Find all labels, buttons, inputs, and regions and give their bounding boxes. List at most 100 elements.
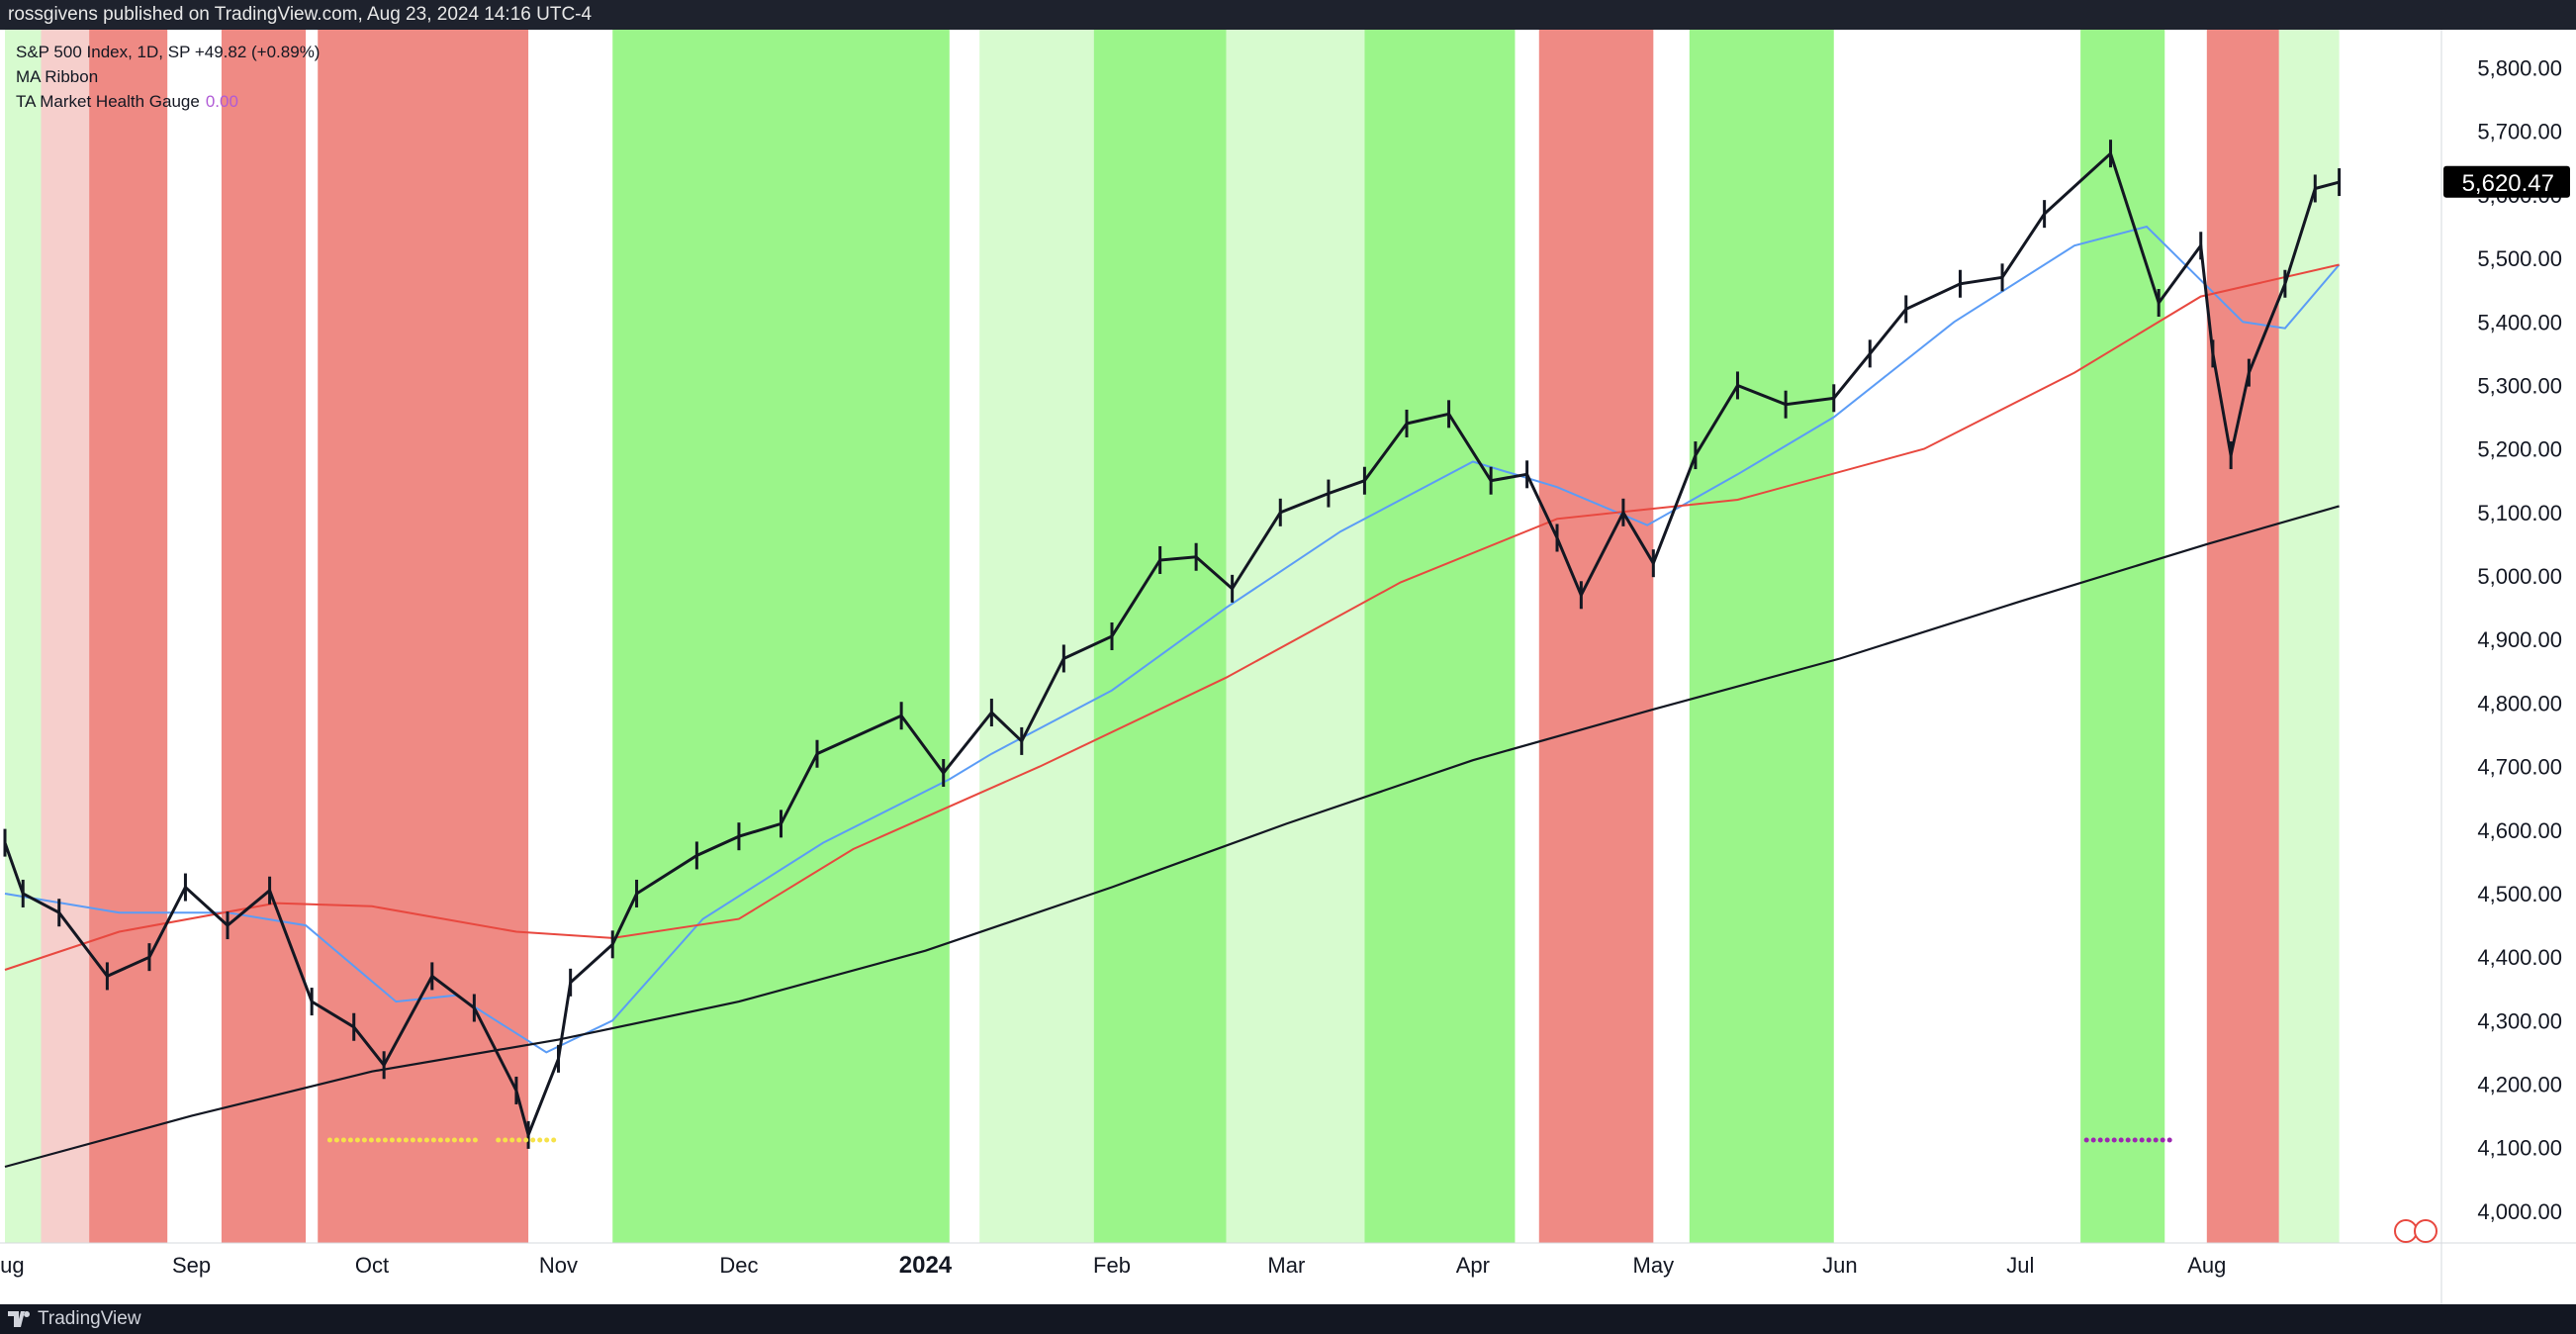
y-tick-label: 5,500.00 [2477,246,2562,271]
regime-band [1364,30,1516,1243]
signal-dot-yellow [451,1137,457,1143]
signal-dot-purple [2132,1137,2138,1143]
regime-band [1538,30,1654,1243]
signal-dot-yellow [458,1137,464,1143]
y-tick-label: 5,800.00 [2477,56,2562,81]
gauge-indicator-row[interactable]: TA Market Health Gauge 0.00 [16,89,320,114]
y-tick-label: 4,900.00 [2477,627,2562,652]
gauge-label: TA Market Health Gauge [16,92,200,111]
signal-dot-yellow [347,1137,353,1143]
regime-band [5,30,42,1243]
regime-band [1093,30,1227,1243]
price-chart[interactable]: 4,000.00 4,100.00 4,200.00 4,300.00 4,400.00… [0,30,2576,1304]
regime-band [2080,30,2165,1243]
y-tick-label: 5,300.00 [2477,373,2562,398]
last-price-label: 5,620.47 [2462,170,2554,197]
signal-dot-yellow [430,1137,436,1143]
x-tick-label: Aug [2187,1253,2226,1278]
signal-dot-yellow [326,1137,332,1143]
y-tick-label: 4,700.00 [2477,755,2562,780]
y-tick-label: 5,000.00 [2477,564,2562,589]
signal-dot-purple [2104,1137,2110,1143]
signal-dot-purple [2139,1137,2145,1143]
publish-header-text: rossgivens published on TradingView.com,… [8,4,593,25]
signal-dot-yellow [472,1137,478,1143]
regime-band [221,30,307,1243]
x-tick-label: Jun [1822,1253,1857,1278]
signal-dot-purple [2146,1137,2152,1143]
ma-mid-line [4,263,2340,971]
signal-dot-yellow [389,1137,395,1143]
x-tick-label: Nov [539,1253,578,1278]
signal-dot-purple [2125,1137,2131,1143]
y-tick-label: 5,100.00 [2477,501,2562,525]
x-tick-label: Dec [719,1253,758,1278]
signal-dot-yellow [516,1137,522,1143]
regime-band [1226,30,1365,1243]
signal-dot-yellow [444,1137,450,1143]
x-tick-label: Jul [2006,1253,2034,1278]
last-price-tag [2443,165,2570,198]
signal-dot-yellow [396,1137,402,1143]
signal-dot-yellow [403,1137,409,1143]
signal-dot-yellow [354,1137,360,1143]
signal-dot-purple [2160,1137,2165,1143]
x-tick-label: May [1633,1253,1675,1278]
regime-band [2206,30,2279,1243]
y-tick-label: 4,000.00 [2477,1199,2562,1224]
signal-dot-yellow [509,1137,515,1143]
x-tick-label: Sep [172,1253,211,1278]
signal-dot-yellow [437,1137,443,1143]
signal-dot-purple [2111,1137,2117,1143]
signal-dot-yellow [361,1137,367,1143]
chart-legend: S&P 500 Index, 1D, SP +49.82 (+0.89%) MA… [16,40,320,114]
regime-band [612,30,950,1243]
x-tick-label: Feb [1093,1253,1131,1278]
footer-bar: TradingView [0,1304,2576,1334]
signal-dot-purple [2153,1137,2159,1143]
ma-long-line [4,505,2340,1169]
signal-dot-yellow [465,1137,471,1143]
symbol-line[interactable]: S&P 500 Index, 1D, SP +49.82 (+0.89%) [16,43,321,61]
regime-band [979,30,1094,1243]
regime-band [1689,30,1834,1243]
signal-dot-purple [2083,1137,2089,1143]
signal-dot-yellow [537,1137,543,1143]
publish-header: rossgivens published on TradingView.com,… [0,0,2576,30]
regime-band [89,30,168,1243]
x-tick-label: Aug [0,1253,25,1278]
signal-dot-yellow [523,1137,529,1143]
event-badge-icon [2394,1219,2418,1243]
signal-dot-yellow [333,1137,339,1143]
regime-band [318,30,529,1243]
x-tick-label: Mar [1267,1253,1305,1278]
signal-dot-yellow [423,1137,429,1143]
y-tick-label: 4,400.00 [2477,945,2562,970]
signal-dot-yellow [416,1137,422,1143]
y-tick-label: 4,600.00 [2477,818,2562,843]
x-tick-label: Oct [355,1253,389,1278]
y-tick-label: 5,700.00 [2477,120,2562,144]
regime-band [2278,30,2340,1243]
y-tick-label: 4,300.00 [2477,1008,2562,1033]
signal-dot-purple [2090,1137,2096,1143]
signal-dot-yellow [496,1137,502,1143]
signal-dot-yellow [375,1137,381,1143]
signal-dot-yellow [410,1137,415,1143]
x-tick-label: 2024 [899,1252,953,1279]
y-tick-label: 4,200.00 [2477,1073,2562,1097]
event-badge-icon [2414,1219,2438,1243]
signal-dot-yellow [503,1137,508,1143]
y-tick-label: 4,100.00 [2477,1136,2562,1161]
signal-dot-purple [2097,1137,2103,1143]
ma-ribbon-label[interactable]: MA Ribbon [16,67,99,86]
signal-dot-yellow [530,1137,536,1143]
signal-dot-purple [2166,1137,2172,1143]
tradingview-logo-icon [8,1311,31,1327]
x-tick-label: Apr [1456,1253,1490,1278]
y-tick-label: 5,200.00 [2477,437,2562,462]
y-tick-label: 5,400.00 [2477,310,2562,334]
signal-dot-yellow [382,1137,388,1143]
y-tick-label: 4,500.00 [2477,882,2562,906]
ma-short-line [4,225,2341,1054]
